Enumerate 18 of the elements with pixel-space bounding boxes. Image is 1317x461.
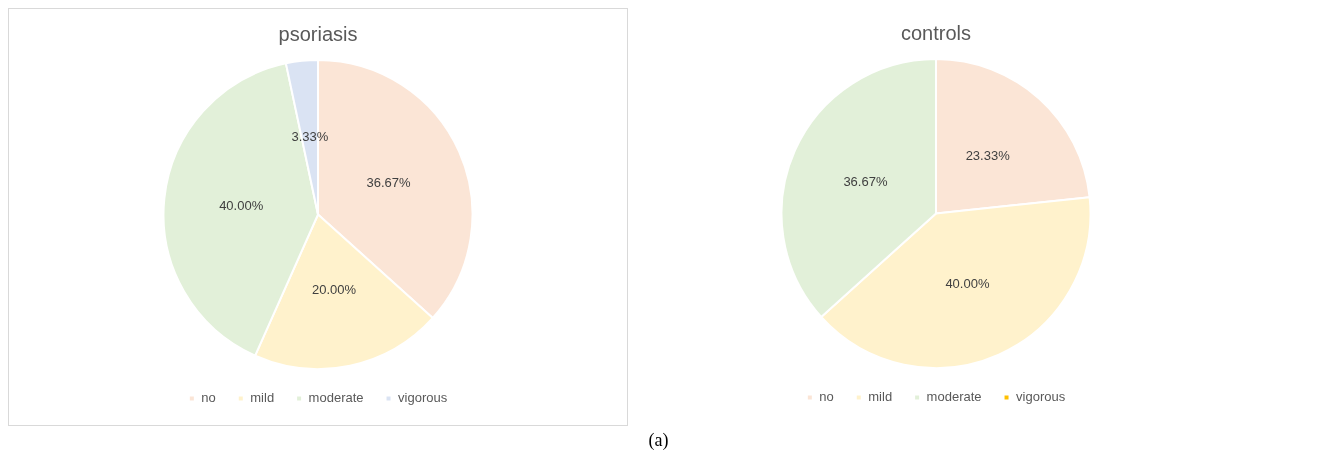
data-label: 36.67% [366, 174, 412, 190]
data-label: 36.67% [843, 173, 888, 189]
data-label: 40.00% [945, 275, 990, 291]
legend-label: moderate [308, 390, 364, 406]
legend-label: mild [250, 390, 275, 406]
chart-title: controls [900, 21, 972, 44]
legend-label: mild [868, 389, 893, 405]
chart-title: psoriasis [278, 22, 358, 45]
data-label: 23.33% [965, 147, 1011, 163]
legend-label: no [201, 390, 216, 406]
legend-label: no [819, 389, 834, 405]
legend-label: vigorous [1016, 389, 1066, 405]
legend-label: moderate [926, 389, 982, 405]
data-label: 20.00% [312, 281, 357, 297]
data-label: 3.33% [291, 129, 329, 145]
data-label: 40.00% [219, 197, 264, 213]
legend-label: vigorous [398, 390, 448, 406]
text: (a) [647, 430, 670, 451]
